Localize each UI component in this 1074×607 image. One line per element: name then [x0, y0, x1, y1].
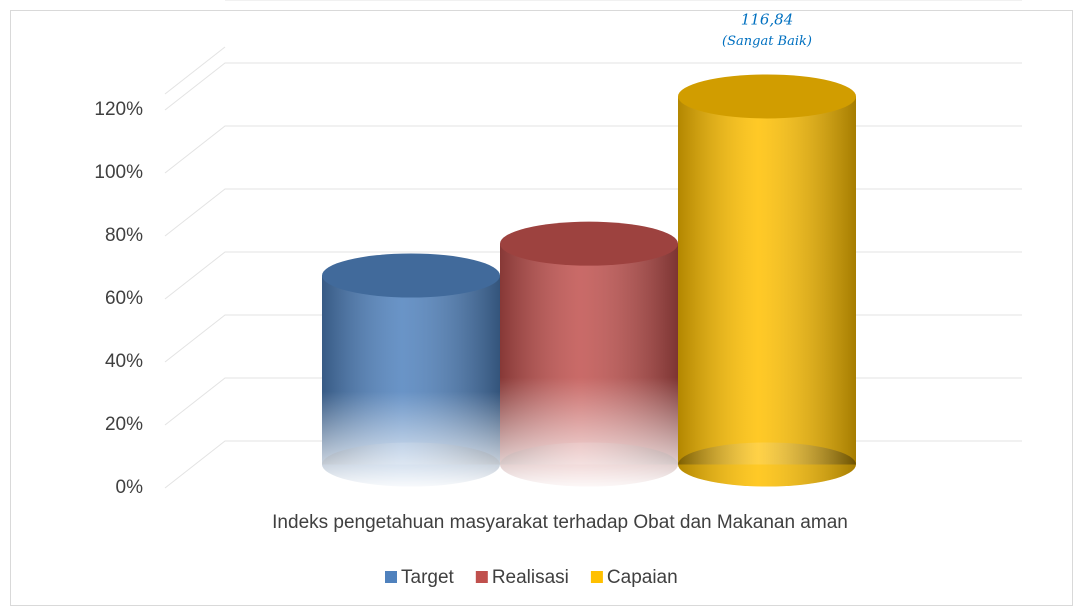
legend-label: Realisasi: [492, 567, 569, 588]
y-tick-label: 100%: [94, 162, 143, 183]
cylinder-fade: [500, 243, 678, 487]
cylinder-top: [500, 221, 678, 266]
y-tick-label: 60%: [105, 288, 143, 309]
y-tick-label: 40%: [105, 351, 143, 372]
y-tick-label: 120%: [94, 99, 143, 120]
grid-line: [164, 62, 1022, 111]
annotation: (Sangat Baik): [722, 34, 812, 49]
y-tick-label: 20%: [105, 414, 143, 435]
cylinder-top: [322, 253, 500, 298]
legend-swatch: [385, 571, 397, 583]
cylinder-fade: [322, 275, 500, 487]
value-label: 116,84: [741, 10, 794, 28]
y-tick-label: 80%: [105, 225, 143, 246]
legend-swatch: [475, 571, 488, 583]
y-tick-label: 0%: [116, 477, 144, 498]
wall-edge: [164, 46, 226, 95]
cylinder-top: [678, 74, 856, 119]
legend-label: Capaian: [607, 567, 678, 588]
cylinder-fade: [678, 96, 856, 487]
legend-label: Target: [401, 567, 455, 588]
x-tick-label: Indeks pengetahuan masyarakat terhadap O…: [272, 512, 848, 533]
legend-swatch: [590, 571, 603, 583]
